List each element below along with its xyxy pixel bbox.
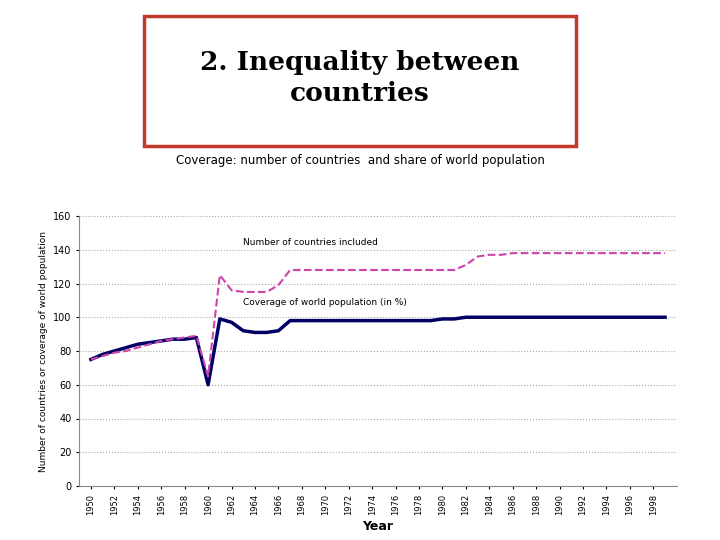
Text: Coverage of world population (in %): Coverage of world population (in %) — [243, 299, 407, 307]
Text: Number of countries included: Number of countries included — [243, 238, 378, 247]
X-axis label: Year: Year — [362, 521, 394, 534]
Text: Coverage: number of countries  and share of world population: Coverage: number of countries and share … — [176, 154, 544, 167]
Y-axis label: Number of countries or coverage of world population: Number of countries or coverage of world… — [38, 231, 48, 471]
Text: 2. Inequality between
countries: 2. Inequality between countries — [200, 50, 520, 106]
FancyBboxPatch shape — [144, 16, 576, 146]
